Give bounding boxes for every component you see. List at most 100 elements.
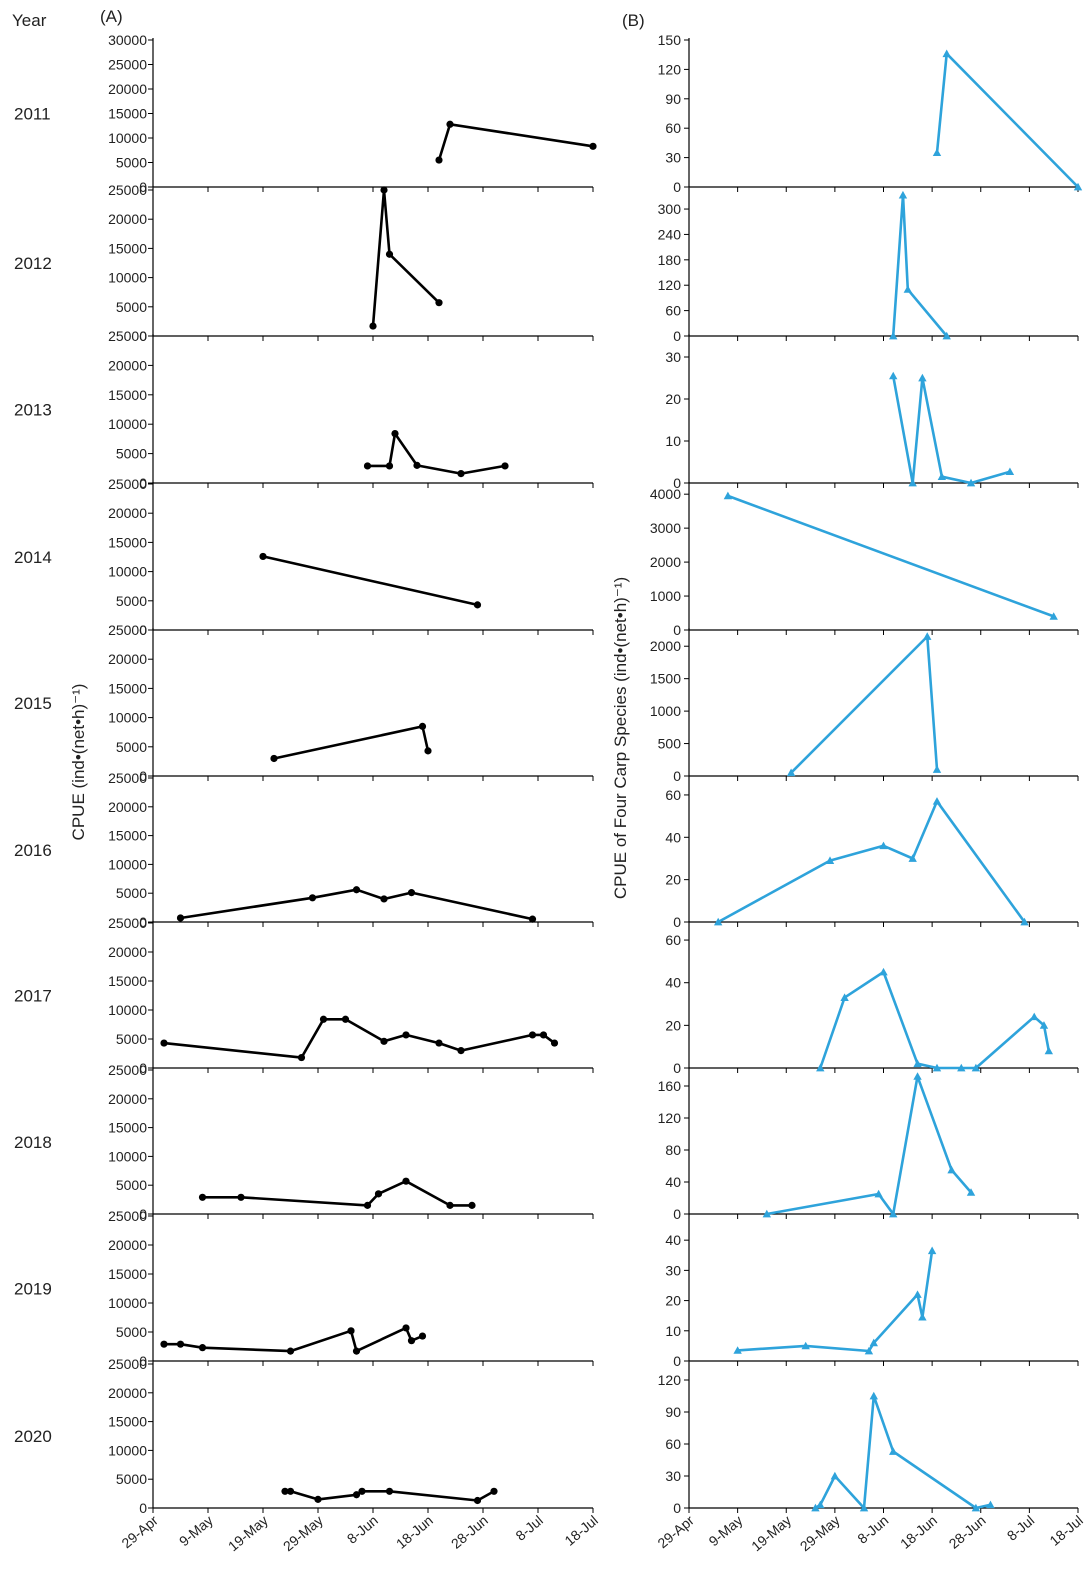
data-point: [816, 1500, 825, 1509]
data-point: [341, 1015, 350, 1023]
data-point: [898, 190, 908, 199]
data-point: [971, 1063, 981, 1072]
data-point: [160, 1340, 168, 1348]
y-tick-label: 180: [658, 252, 682, 268]
data-point: [413, 461, 421, 469]
data-point: [402, 1177, 410, 1185]
panel-b: 0306090120150060120180240300010203001000…: [650, 32, 1086, 1554]
y-tick-label: 0: [139, 1206, 147, 1222]
x-tick-label: 8-Jun: [854, 1512, 891, 1547]
data-point: [176, 914, 185, 922]
subplot-a-2013: 2013 0 5000 10000 15000 20000 25000: [14, 328, 594, 491]
data-point: [733, 1346, 742, 1354]
y-tick-label: 240: [658, 226, 682, 242]
y-tick-label: 20000: [108, 799, 147, 815]
data-point: [1044, 1046, 1054, 1055]
series-line-2018: [766, 1075, 972, 1216]
y-tick-label: 20000: [108, 651, 147, 667]
y-axis-label-a: CPUE (ind•(net•h)⁻¹): [69, 684, 88, 841]
x-tick-label: 18-Jun: [897, 1512, 940, 1552]
y-tick-label: 15000: [108, 534, 147, 550]
data-point: [879, 967, 888, 976]
y-tick-label: 10000: [108, 416, 147, 432]
series-line-2015: [273, 725, 430, 760]
series-line-2015: [790, 635, 939, 774]
y-tick-label: 10000: [108, 710, 147, 726]
x-tick-label: 28-Jun: [946, 1512, 989, 1552]
data-point: [407, 889, 416, 897]
data-point: [385, 1487, 394, 1495]
y-tick-label: 20000: [108, 1237, 147, 1253]
data-point: [457, 469, 465, 478]
y-tick-label: 15000: [108, 106, 147, 122]
y-tick-label: 40: [665, 1232, 681, 1248]
x-tick-label: 8-Jul: [512, 1512, 546, 1544]
data-point: [918, 373, 927, 382]
y-tick-label: 5000: [116, 1031, 147, 1047]
y-tick-label: 5000: [116, 446, 147, 462]
y-tick-label: 20000: [108, 944, 147, 960]
y-tick-label: 30000: [108, 32, 147, 48]
series-line-2012: [371, 188, 440, 327]
y-tick-label: 120: [658, 277, 682, 293]
data-point: [435, 156, 443, 164]
series-line-2014: [727, 494, 1055, 618]
series-line-2016: [717, 799, 1026, 924]
data-point: [468, 1201, 476, 1209]
y-tick-label: 10000: [108, 130, 147, 146]
data-point: [927, 1246, 937, 1255]
subplot-a-2011: 2011 0 5000 10000 15000 20000 25000 30000: [14, 32, 597, 195]
subplot-a-2012: 2012 0 5000 10000 15000 20000 25000: [14, 182, 594, 344]
data-point: [811, 1503, 820, 1512]
data-point: [402, 1324, 410, 1332]
year-header: Year: [12, 11, 47, 30]
data-point: [490, 1487, 498, 1495]
subplot-a-2018: 2018 0 5000 10000 15000 20000 25000: [14, 1062, 594, 1222]
y-axis-label-b: CPUE of Four Carp Species (ind•(net•h)⁻¹…: [611, 577, 630, 899]
y-tick-label: 1000: [650, 703, 681, 719]
subplot-b-2018: 0 40 80 120 160: [658, 1068, 1079, 1222]
data-point: [237, 1193, 245, 1201]
data-point: [198, 1344, 207, 1352]
y-tick-label: 20: [665, 872, 681, 888]
y-tick-label: 2000: [650, 554, 681, 570]
data-point: [1049, 612, 1058, 620]
y-tick-label: 0: [139, 328, 147, 344]
y-tick-label: 60: [665, 932, 681, 948]
y-tick-label: 20: [665, 391, 681, 407]
y-tick-label: 15000: [108, 387, 147, 403]
data-point: [859, 1503, 869, 1512]
data-point: [840, 993, 849, 1001]
y-tick-label: 25000: [108, 182, 147, 198]
data-point: [908, 854, 917, 862]
year-label: 2011: [14, 105, 51, 124]
data-point: [270, 754, 278, 763]
y-tick-label: 20000: [108, 211, 147, 227]
y-tick-label: 25000: [108, 915, 147, 931]
data-point: [903, 285, 913, 293]
data-point: [932, 148, 942, 157]
y-tick-label: 0: [139, 914, 147, 930]
y-tick-label: 120: [658, 1372, 682, 1388]
data-point: [942, 331, 951, 340]
data-point: [913, 1290, 922, 1298]
x-tick-label: 9-May: [705, 1512, 745, 1549]
data-point: [418, 722, 427, 730]
subplot-b-2014: 0 1000 2000 3000 4000: [650, 482, 1079, 638]
series-line-2013: [367, 432, 506, 475]
y-tick-label: 0: [139, 1500, 147, 1516]
data-point: [957, 1063, 966, 1072]
y-tick-label: 40: [665, 829, 681, 845]
data-point: [550, 1039, 559, 1047]
data-point: [971, 1503, 981, 1512]
data-point: [713, 917, 723, 926]
y-tick-label: 160: [658, 1078, 682, 1094]
data-point: [986, 1500, 995, 1509]
subplot-b-2019: 0 10 20 30 40: [665, 1214, 1079, 1369]
data-point: [923, 632, 932, 640]
data-point: [319, 1015, 328, 1023]
y-tick-label: 5000: [116, 885, 147, 901]
y-tick-label: 20000: [108, 81, 147, 97]
y-tick-label: 30: [665, 150, 681, 166]
